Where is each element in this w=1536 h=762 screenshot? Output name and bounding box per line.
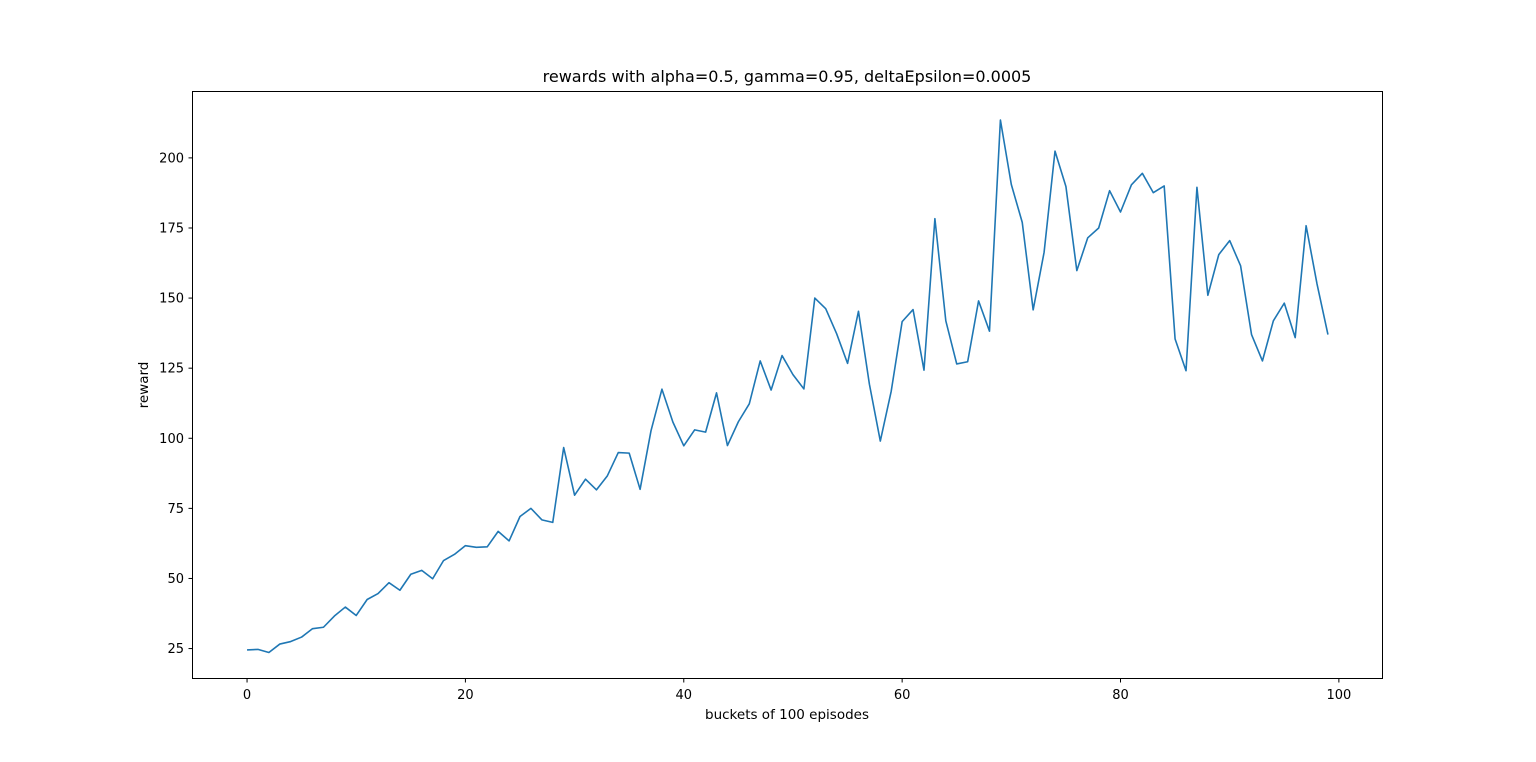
- reward-series-line: [247, 119, 1329, 654]
- y-tick-label: 100: [159, 432, 184, 447]
- x-tick-label: 0: [243, 688, 251, 703]
- y-tick-label: 150: [159, 292, 184, 307]
- x-axis-ticks: 0 20 40 60 80 100: [243, 678, 1351, 703]
- x-axis-label: buckets of 100 episodes: [705, 707, 869, 723]
- y-tick-label: 50: [167, 572, 184, 587]
- y-tick-label: 75: [167, 502, 184, 517]
- plot-frame: [192, 91, 1383, 679]
- y-tick-label: 175: [159, 221, 184, 236]
- y-axis-label: reward: [136, 362, 152, 409]
- y-tick-label: 25: [167, 642, 184, 657]
- y-tick-label: 200: [159, 151, 184, 166]
- x-tick-label: 40: [676, 688, 693, 703]
- x-tick-label: 100: [1326, 688, 1351, 703]
- x-tick-label: 80: [1112, 688, 1129, 703]
- x-tick-label: 60: [894, 688, 911, 703]
- y-tick-label: 125: [159, 362, 184, 377]
- x-tick-label: 20: [457, 688, 474, 703]
- y-axis-ticks: 25 50 75 100 125 150 175 200: [159, 151, 193, 657]
- chart-title: rewards with alpha=0.5, gamma=0.95, delt…: [543, 67, 1032, 86]
